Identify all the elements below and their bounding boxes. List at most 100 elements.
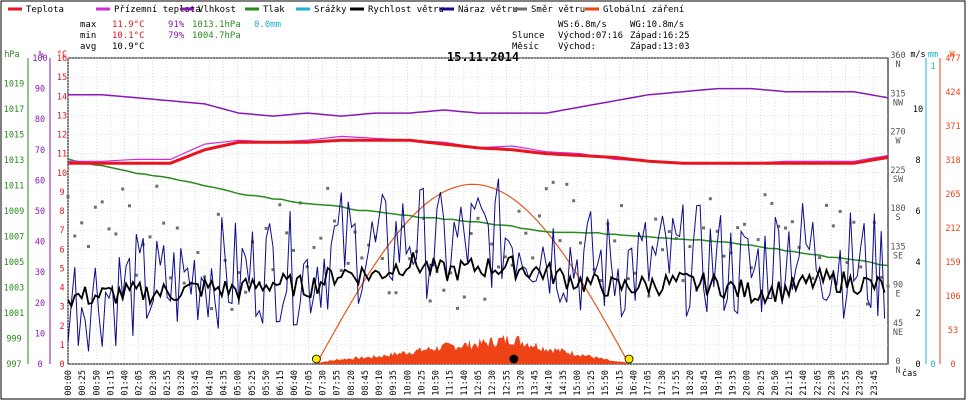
pressure-tick-label: 1007 (4, 233, 24, 243)
wind-direction-point (469, 231, 473, 235)
pressure-tick-label: 1019 (4, 80, 24, 90)
stat-value: 11.9°C (112, 20, 145, 30)
time-tick-label: 12:30 (488, 370, 498, 396)
wind-tick-label: 8 (915, 156, 920, 166)
time-tick-label: 05:25 (248, 370, 258, 396)
wind-direction-point (87, 244, 90, 248)
wind-direction-point (182, 281, 186, 285)
wind-direction-point (462, 295, 466, 299)
wind-direction-point (442, 288, 446, 292)
wind-direction-point (100, 200, 104, 204)
wind-direction-point (175, 226, 179, 230)
time-tick-label: 07:30 (318, 370, 328, 396)
legend-label: Vlhkost (198, 5, 236, 15)
time-tick-label: 10:00 (403, 370, 413, 396)
time-tick-label: 08:20 (347, 370, 357, 396)
time-tick-label: 20:50 (771, 370, 781, 396)
time-tick-label: 12:05 (474, 370, 484, 396)
wind-direction-point (203, 275, 207, 279)
humidity-tick-label: 40 (35, 238, 45, 248)
humidity-tick-label: 50 (35, 207, 45, 217)
wind-direction-point (66, 195, 70, 199)
wind-direction-point (797, 245, 801, 249)
wind-direction-point (667, 230, 671, 234)
time-tick-label: 06:15 (276, 370, 286, 396)
stat-value: max (80, 20, 97, 30)
stat-value: 91% (168, 20, 185, 30)
temp-tick-label: 6 (59, 245, 64, 255)
pressure-tick-label: 1005 (4, 258, 24, 268)
wind-direction-point (230, 307, 234, 311)
right-axes: m/s mm W0N45NE90E135SE180S225SW270W315NW36… (890, 50, 960, 376)
wind-direction-point (264, 226, 268, 230)
radiation-tick-label: 477 (945, 54, 960, 64)
temp-tick-label: 11 (57, 150, 67, 160)
temp-tick-label: 7 (59, 226, 64, 236)
time-tick-label: 19:10 (714, 370, 724, 396)
radiation-tick-label: 106 (945, 292, 960, 302)
direction-tick-label: 90 (893, 281, 903, 291)
wind-direction-point (497, 265, 500, 269)
direction-compass-label: NW (893, 98, 904, 108)
time-tick-label: 04:10 (205, 370, 215, 396)
time-tick-label: 01:15 (106, 370, 116, 396)
time-tick-label: 02:55 (163, 370, 173, 396)
moonrise: Východ: (558, 42, 596, 52)
pressure-tick-label: 1011 (4, 182, 24, 192)
temp-tick-label: 0 (59, 360, 64, 370)
time-tick-label: 13:45 (531, 370, 541, 396)
time-tick-label: 23:45 (870, 370, 880, 396)
time-tick-label: 07:05 (304, 370, 314, 396)
wind-direction-point (319, 236, 323, 240)
time-tick-label: 10:25 (417, 370, 427, 396)
temp-tick-label: 3 (59, 303, 64, 313)
wind-direction-point (271, 268, 275, 272)
pressure-tick-label: 1003 (4, 284, 24, 294)
wind-direction-point (169, 276, 172, 280)
time-tick-label: 18:45 (700, 370, 710, 396)
radiation-tick-label: 53 (948, 326, 958, 336)
wind-direction-point (572, 199, 576, 203)
wind-direction-point (380, 256, 384, 260)
time-tick-label: 17:55 (672, 370, 682, 396)
wind-direction-point (428, 299, 432, 303)
direction-tick-label: 225 (890, 166, 905, 176)
temp-unit: °C (57, 50, 67, 60)
wind-direction-point (80, 221, 84, 225)
time-tick-label: 12:55 (502, 370, 512, 396)
wind-direction-point (763, 193, 767, 197)
time-tick-label: 16:40 (630, 370, 640, 396)
wind-unit: m/s (910, 50, 925, 60)
wind-direction-point (579, 241, 582, 245)
sunset: Západ:16:25 (630, 31, 690, 41)
wind-direction-point (565, 182, 569, 186)
wind-direction-point (93, 205, 97, 209)
left-axes: hPa% °C9979991001100310051007100910111013… (4, 50, 67, 370)
wind-direction-point (128, 204, 131, 208)
temp-tick-label: 1 (59, 341, 64, 351)
wind-tick-label: 0 (915, 360, 920, 370)
stat-value: 0.0mm (254, 20, 281, 30)
wind-direction-point (401, 225, 405, 229)
time-tick-label: 22:30 (827, 370, 837, 396)
wind-direction-point (517, 209, 521, 213)
wind-direction-point (503, 255, 507, 259)
humidity-line (68, 87, 889, 117)
direction-tick-label: 45 (893, 319, 903, 329)
temp-tick-label: 9 (59, 188, 64, 198)
wind-direction-point (244, 290, 248, 294)
radiation-tick-label: 318 (945, 156, 960, 166)
direction-tick-label: 0 (895, 357, 900, 367)
wind-direction-point (162, 221, 166, 225)
time-tick-label: 02:30 (149, 370, 159, 396)
time-tick-label: 11:40 (460, 370, 470, 396)
time-tick-label: 17:30 (658, 370, 668, 396)
temp-tick-label: 15 (57, 73, 67, 83)
direction-tick-label: 360 (890, 51, 905, 61)
radiation-tick-label: 265 (945, 190, 960, 200)
legend-label: Tlak (263, 5, 285, 15)
wind-direction-point (73, 234, 77, 238)
humidity-unit: % (38, 50, 43, 60)
